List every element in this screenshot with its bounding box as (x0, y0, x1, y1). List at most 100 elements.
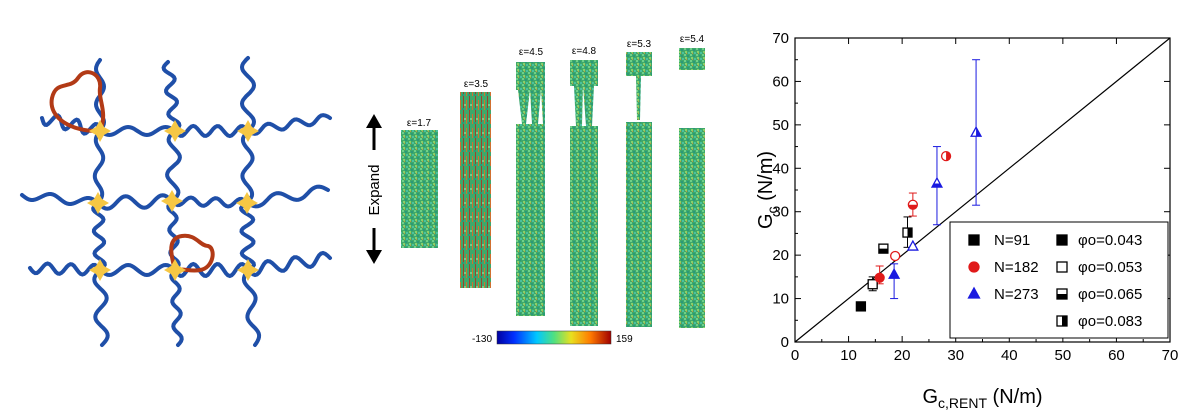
legend-marker (1056, 315, 1068, 327)
chart-axes: 0 10 20 30 40 50 60 70 0 10 20 30 40 50 60 70 (772, 30, 1178, 364)
chart-legend: N=91 N=182 N=273 φo=0.043 φo=0.053 φo=0.065 φo… (949, 221, 1169, 339)
polymer-chain (246, 250, 332, 278)
crosslink-node (236, 192, 258, 214)
network-schematic (20, 56, 332, 347)
polymer-chain (20, 192, 100, 206)
data-point (890, 250, 901, 262)
snapshot-2-strip (460, 92, 491, 288)
y-tick-label: 50 (772, 117, 789, 134)
polymer-chain (98, 262, 177, 278)
snapshot-6-strip (679, 48, 705, 328)
colorbar-min-label: -130 (472, 334, 492, 345)
snapshot-5-strip (626, 52, 652, 327)
x-tick-label: 0 (791, 347, 799, 364)
legend-label: φo=0.083 (1078, 313, 1142, 330)
data-point (888, 267, 901, 279)
polymer-chain (92, 129, 106, 205)
gc-scatter-chart: 0 10 20 30 40 50 60 70 0 10 20 30 40 50 60 70 N=91 N=182… (755, 30, 1178, 411)
y-tick-label: 70 (772, 30, 789, 47)
data-point (902, 227, 913, 238)
x-tick-label: 30 (947, 347, 964, 364)
data-point (907, 199, 919, 210)
y-axis-label: Gc (N/m) (755, 151, 780, 229)
y-tick-label: 10 (772, 291, 789, 308)
legend-marker (1056, 234, 1068, 246)
crosslink-node (89, 120, 111, 142)
snapshot-1-strip (401, 130, 438, 248)
legend-marker (1056, 288, 1068, 300)
polymer-chain (170, 195, 249, 209)
x-axis-label: Gc,RENT (N/m) (922, 386, 1042, 411)
data-point (867, 279, 878, 290)
polymer-chain (173, 123, 250, 139)
polymer-chain (246, 113, 332, 136)
polymer-chain (245, 184, 330, 209)
polymer-chain (239, 56, 257, 133)
legend-marker (967, 286, 981, 299)
chart-diagonal-line (794, 37, 1171, 343)
y-tick-label: 0 (781, 334, 789, 351)
snapshot-3-strip (516, 62, 545, 316)
chart-points (855, 125, 983, 312)
x-tick-label: 70 (1162, 347, 1179, 364)
polymer-chain (91, 201, 107, 272)
crosslink-node (87, 192, 109, 214)
legend-label: N=273 (994, 286, 1039, 303)
y-equals-x-line (794, 37, 1171, 343)
chart-axis-labels: Gc,RENT (N/m) Gc (N/m) (755, 151, 1043, 411)
snapshot-1-label: ε=1.7 (407, 118, 432, 129)
y-tick-label: 20 (772, 247, 789, 264)
crosslink-node (89, 259, 111, 281)
polymer-chain (241, 268, 262, 347)
polymer-chain (161, 60, 182, 133)
polymer-chain (96, 193, 174, 211)
data-point (970, 125, 983, 137)
crosslink-node (237, 120, 259, 142)
snapshot-2-label: ε=3.5 (464, 79, 489, 90)
legend-label: N=182 (994, 259, 1039, 276)
data-point (878, 243, 889, 254)
data-point (930, 176, 944, 188)
crosslink-node (237, 259, 259, 281)
legend-label: φo=0.053 (1078, 259, 1142, 276)
y-tick-label: 40 (772, 160, 789, 177)
polymer-chain (165, 129, 182, 203)
polymer-chain (98, 124, 177, 138)
polymer-chain (166, 199, 181, 272)
crosslink-node (164, 120, 186, 142)
polymer-chain (169, 268, 184, 347)
data-point (940, 150, 952, 162)
colorbar (496, 330, 612, 345)
polymer-chain (238, 201, 257, 272)
md-snapshots-panel: Expand ε=1.7 ε=3.5 ε=4.5 ε=4.8 ε=5.3 (366, 34, 705, 345)
dangling-loop (169, 233, 215, 273)
x-tick-label: 20 (894, 347, 911, 364)
expand-arrow-icon (366, 114, 382, 264)
data-point (874, 272, 885, 283)
polymer-chain (92, 268, 110, 347)
snapshot-3-label: ε=4.5 (519, 47, 544, 58)
data-point (906, 239, 919, 251)
snapshot-5-label: ε=5.3 (627, 39, 652, 50)
x-tick-label: 10 (840, 347, 857, 364)
legend-marker (968, 234, 980, 246)
expand-label: Expand (366, 165, 383, 216)
polymer-chain (240, 129, 255, 205)
x-tick-label: 40 (1001, 347, 1018, 364)
legend-marker (1056, 261, 1068, 273)
polymer-chain (28, 261, 102, 277)
snapshot-4-label: ε=4.8 (572, 46, 597, 57)
dangling-loop (49, 70, 106, 134)
legend-label: φo=0.065 (1078, 286, 1142, 303)
snapshot-6-label: ε=5.4 (680, 34, 705, 45)
data-point (855, 301, 867, 312)
crosslink-node (164, 259, 186, 281)
crosslink-node (161, 190, 183, 212)
snapshot-4-strip (570, 60, 598, 326)
y-tick-label: 30 (772, 204, 789, 221)
colorbar-max-label: 159 (616, 334, 633, 345)
y-tick-label: 60 (772, 73, 789, 90)
legend-label: φo=0.043 (1078, 232, 1142, 249)
legend-label: N=91 (994, 232, 1030, 249)
